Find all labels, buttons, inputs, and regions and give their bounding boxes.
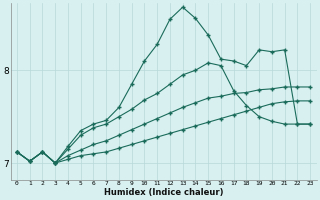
X-axis label: Humidex (Indice chaleur): Humidex (Indice chaleur) (104, 188, 223, 197)
